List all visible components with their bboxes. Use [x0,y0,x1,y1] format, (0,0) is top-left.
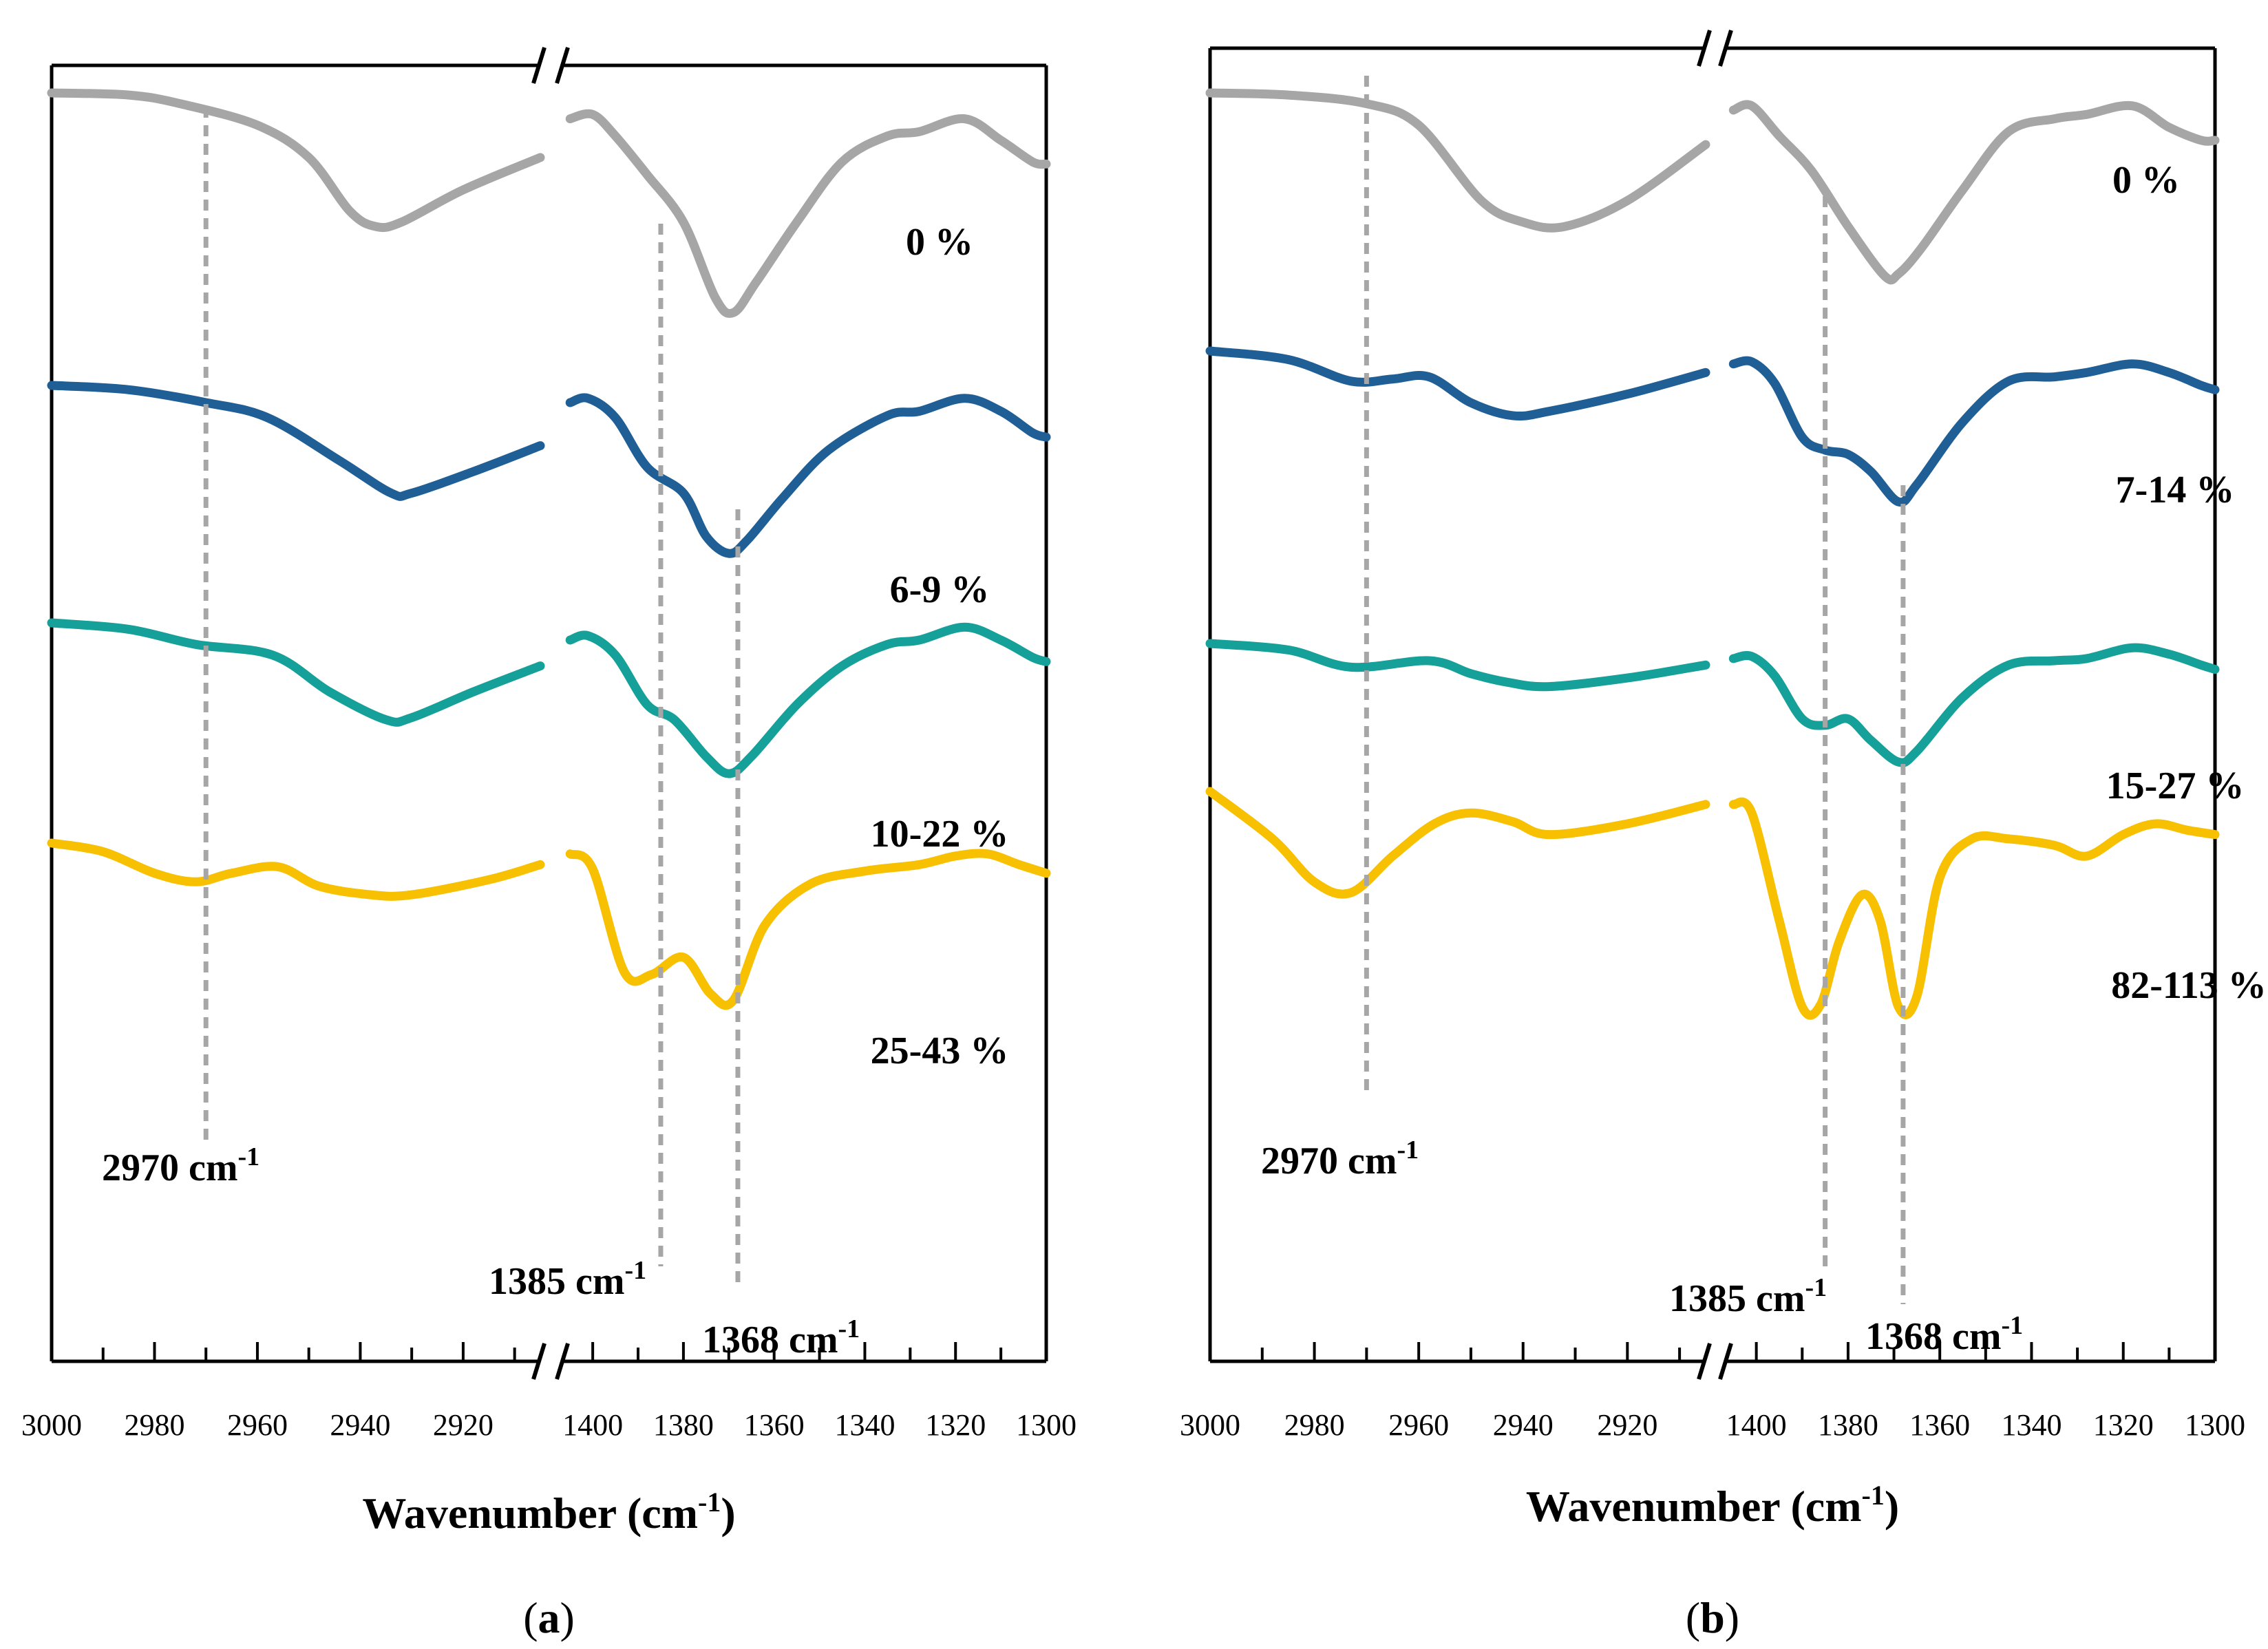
x-tick-label: 2940 [330,1408,390,1442]
series-line-high-range [1205,639,1710,692]
series-label: 7-14 % [2116,469,2235,511]
x-tick-label: 1320 [2093,1408,2154,1442]
x-axis-label: Wavenumber (cm-1) [1526,1480,1899,1531]
series-line-low-range [565,849,1051,1010]
series-line-low-range [1728,643,2220,767]
annotation-label: 1385 cm-1 [489,1256,646,1303]
chart-panel-b: 3000 2980 2960 2940 2920 1400 1380 1360 1340 1320… [1180,30,2267,1642]
x-ticks-segment-1 [1209,1342,1682,1361]
x-tick-label: 1340 [834,1408,895,1442]
annotation-label: 1368 cm-1 [1865,1311,2023,1358]
series-1 [1205,88,2220,285]
axis-break-bottom [531,1343,570,1380]
series-label: 0 % [2112,159,2180,202]
x-tick-label: 1360 [1909,1408,1970,1442]
axis-break-mark [1697,30,1712,67]
series-line-high-range [1205,787,1710,899]
panel-label: (a) [523,1593,575,1642]
x-tick-label: 1320 [925,1408,986,1442]
x-tick-label: 2920 [1597,1408,1657,1442]
x-tick-label: 1380 [653,1408,714,1442]
x-tick-label: 1360 [744,1408,805,1442]
plot-frame [1208,46,2217,1363]
axis-break-mark [1718,1343,1733,1380]
series-label: 82-113 % [2111,964,2267,1007]
x-tick-label: 1380 [1818,1408,1878,1442]
axis-break-top [531,47,570,84]
annotation-label: 1368 cm-1 [702,1315,860,1361]
x-ticks-segment-2 [1755,1342,2216,1361]
x-tick-label: 1300 [2185,1408,2245,1442]
axis-break-bottom [1697,1343,1733,1380]
series-line-high-range [1205,346,1710,421]
x-tick-label: 2960 [1388,1408,1449,1442]
axis-break-top [1697,30,1733,67]
x-tick-label: 1300 [1016,1408,1077,1442]
series-line-low-range [565,622,1051,778]
x-tick-label: 3000 [1180,1408,1240,1442]
annotation-label: 1385 cm-1 [1669,1273,1827,1320]
series-4 [47,838,1051,1010]
annotation-label: 2970 cm-1 [102,1142,259,1189]
x-ticks-segment-2 [591,1342,1048,1361]
series-1 [47,88,1051,318]
series-3 [1205,639,2220,767]
series-line-low-range [1728,797,2220,1020]
x-tick-label: 2980 [124,1408,184,1442]
series-label: 0 % [906,221,973,264]
series-line-high-range [47,838,545,901]
axis-break-mark [531,47,547,84]
plot-frame [50,63,1048,1363]
x-tick-label: 2980 [1284,1408,1345,1442]
axis-break-mark [1718,30,1733,67]
x-axis-label: Wavenumber (cm-1) [362,1487,735,1538]
series-2 [1205,346,2220,507]
x-tick-label: 3000 [21,1408,82,1442]
x-tick-label: 1340 [2001,1408,2062,1442]
series-label: 6-9 % [890,568,990,611]
annotation-label: 2970 cm-1 [1261,1136,1419,1182]
series-line-low-range [565,109,1051,318]
series-line-low-range [1728,356,2220,507]
x-tick-label: 1400 [562,1408,623,1442]
x-tick-label: 2920 [433,1408,494,1442]
axis-break-mark [555,47,570,84]
axis-break-mark [555,1343,570,1380]
series-label: 15-27 % [2106,765,2245,807]
x-tick-label: 1400 [1726,1408,1787,1442]
series-line-low-range [1728,100,2220,285]
series-label: 10-22 % [871,813,1009,855]
x-ticks-segment-1 [50,1342,516,1361]
axis-break-mark [531,1343,547,1380]
series-4 [1205,787,2220,1020]
series-line-low-range [565,393,1051,558]
x-tick-label: 2960 [227,1408,288,1442]
axis-break-mark [1697,1343,1712,1380]
series-line-high-range [47,381,545,501]
series-2 [47,381,1051,558]
chart-panel-a: 3000 2980 2960 2940 2920 1400 1380 1360 1340 1320… [21,47,1077,1642]
panel-label: (b) [1686,1593,1739,1642]
series-3 [47,618,1051,778]
series-line-high-range [47,88,545,233]
series-line-high-range [1205,88,1710,233]
series-label: 25-43 % [871,1030,1009,1072]
x-tick-label: 2940 [1493,1408,1554,1442]
series-line-high-range [47,618,545,727]
